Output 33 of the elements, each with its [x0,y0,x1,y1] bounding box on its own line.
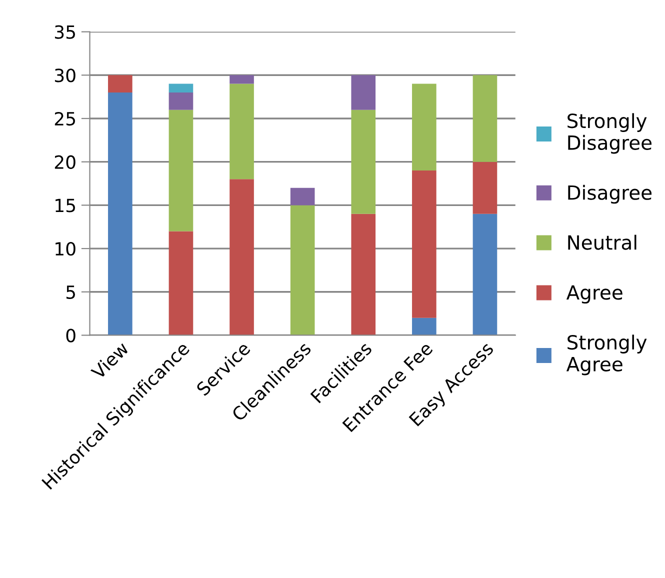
bar [351,75,376,110]
y-tick-label: 25 [54,112,76,126]
bar [230,84,254,180]
bar [472,162,498,214]
bar [290,205,315,336]
bar [412,170,436,318]
bar [472,214,498,336]
bar [351,110,376,214]
bar [412,318,436,336]
y-tick-label: 20 [54,155,76,169]
bar [351,214,376,336]
legend-label: Neutral [568,234,636,250]
y-tick-label: 15 [56,198,76,212]
bar [168,84,194,92]
bar [290,188,315,206]
bar [168,92,194,110]
bar [108,92,132,336]
bar [108,75,132,92]
y-tick-label: 35 [54,25,76,39]
bar [230,179,254,336]
y-tick-label: 30 [54,68,76,82]
y-tick-label: 5 [66,286,76,300]
legend-label: Agree [566,285,622,304]
legend-label: Disagree [568,184,652,204]
bar [168,231,194,336]
y-tick-label: 10 [56,242,76,256]
bar [230,75,254,84]
bar [168,110,194,232]
y-tick-label: 0 [66,328,76,342]
legend-label: Strongly Agree [566,334,647,376]
bar [412,84,436,171]
bar [472,75,498,162]
legend-label: Strongly Disagree [568,113,652,154]
